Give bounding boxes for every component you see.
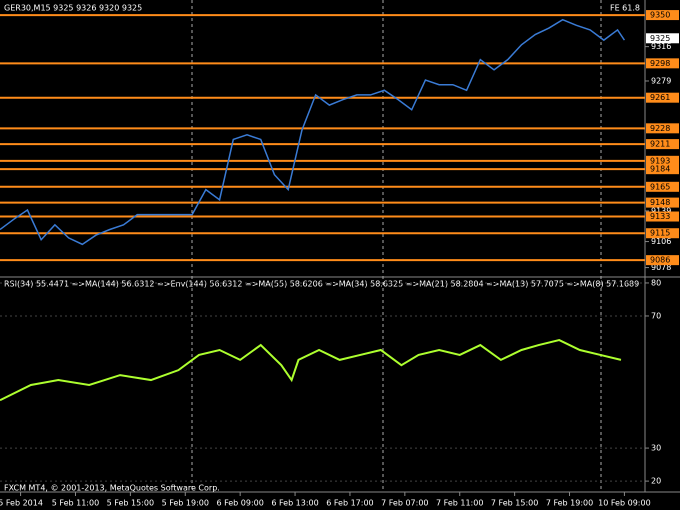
level-label-box <box>646 139 679 150</box>
y-tick-label: 30 <box>651 444 661 453</box>
level-label: 9193 <box>650 156 670 165</box>
x-tick-label: 10 Feb 09:00 <box>598 499 650 508</box>
x-tick-label: 5 Feb 2014 <box>0 499 43 508</box>
level-label: 9184 <box>650 165 670 174</box>
series-line <box>0 18 626 246</box>
level-label-box <box>646 58 679 69</box>
y-tick-label: 80 <box>651 278 661 287</box>
level-label: 9115 <box>650 229 670 238</box>
x-tick-label: 7 Feb 07:00 <box>381 499 428 508</box>
level-label: 9228 <box>650 124 670 133</box>
level-label-box <box>646 155 679 166</box>
level-label: 9086 <box>650 256 670 265</box>
annotation: FE 61.8 <box>610 4 640 13</box>
price-label-box <box>646 33 679 44</box>
level-label: 9261 <box>650 93 670 102</box>
level-label-box <box>646 92 679 103</box>
level-label-box <box>646 211 679 222</box>
level-label-box <box>646 164 679 175</box>
y-tick-label: 20 <box>651 477 661 486</box>
x-tick-label: 7 Feb 15:00 <box>491 499 538 508</box>
y-tick-label: 9316 <box>651 42 671 51</box>
level-label-box <box>646 197 679 208</box>
level-label: 9350 <box>650 11 670 20</box>
level-label: 9133 <box>650 212 670 221</box>
current-price-label: 9325 <box>650 34 670 43</box>
y-tick-label: 9106 <box>651 237 671 246</box>
y-tick-label: 9139 <box>651 206 671 215</box>
indicator-title: RSI(34) 55.4471 =>MA(144) 56.6312 =>Env(… <box>4 280 639 289</box>
level-label: 9148 <box>650 198 670 207</box>
day-separators <box>191 0 602 492</box>
level-label: 9298 <box>650 59 670 68</box>
level-label-box <box>646 10 679 21</box>
x-tick-label: 7 Feb 19:00 <box>546 499 593 508</box>
x-tick-label: 5 Feb 15:00 <box>107 499 154 508</box>
x-tick-label: 6 Feb 17:00 <box>326 499 373 508</box>
y-tick-label: 70 <box>651 311 661 320</box>
y-tick-label: 9279 <box>651 76 671 85</box>
x-tick-label: 5 Feb 11:00 <box>52 499 99 508</box>
x-tick-label: 7 Feb 11:00 <box>436 499 483 508</box>
level-label: 9211 <box>650 140 670 149</box>
y-tick-label: 9078 <box>651 263 671 272</box>
level-label: 9165 <box>650 182 670 191</box>
x-tick-label: 6 Feb 09:00 <box>216 499 263 508</box>
x-tick-label: 5 Feb 19:00 <box>162 499 209 508</box>
series-line <box>0 339 622 402</box>
level-label-box <box>646 181 679 192</box>
level-label-box <box>646 123 679 134</box>
chart-title: GER30,M15 9325 9326 9320 9325 <box>4 4 142 13</box>
footer: FXCM MT4, © 2001-2013, MetaQuotes Softwa… <box>4 484 220 493</box>
x-tick-label: 6 Feb 13:00 <box>271 499 318 508</box>
level-label-box <box>646 255 679 266</box>
level-label-box <box>646 228 679 239</box>
